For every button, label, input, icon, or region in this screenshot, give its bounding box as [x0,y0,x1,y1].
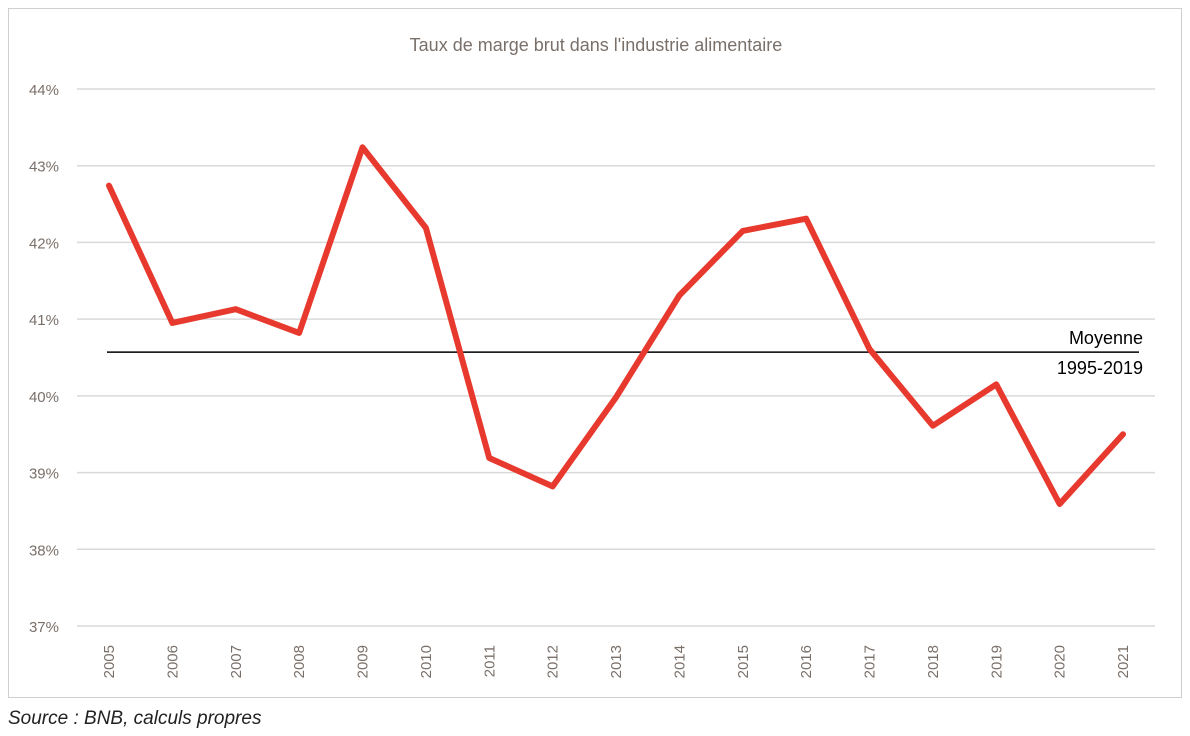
x-tick-label: 2019 [988,645,1005,678]
source-note: Source : BNB, calculs propres [8,708,262,729]
chart-title: Taux de marge brut dans l'industrie alim… [410,35,783,55]
x-tick-label: 2007 [228,645,245,678]
line-chart: Taux de marge brut dans l'industrie alim… [29,35,1155,678]
x-tick-label: 2008 [291,645,308,678]
chart-frame: Taux de marge brut dans l'industrie alim… [8,8,1182,698]
y-tick-label: 37% [29,619,59,636]
y-tick-label: 43% [29,159,59,176]
x-tick-label: 2009 [355,645,372,678]
x-tick-label: 2016 [798,645,815,678]
x-tick-label: 2014 [671,645,688,678]
x-tick-label: 2020 [1052,645,1069,678]
y-tick-label: 41% [29,312,59,329]
x-tick-label: 2012 [545,645,562,678]
x-tick-label: 2011 [481,645,498,677]
x-tick-label: 2010 [418,645,435,678]
x-tick-label: 2018 [925,645,942,678]
y-tick-label: 44% [29,82,59,99]
y-tick-label: 42% [29,235,59,252]
x-tick-label: 2017 [862,645,879,678]
x-tick-label: 2006 [164,645,181,678]
series-line [106,144,1126,508]
x-tick-label: 2015 [735,645,752,678]
x-tick-label: 2013 [608,645,625,678]
y-tick-label: 39% [29,466,59,483]
x-tick-label: 2021 [1115,645,1132,678]
reference-label-line2: 1995-2019 [1057,358,1143,378]
x-tick-label: 2005 [101,645,118,678]
reference-label-line1: Moyenne [1069,328,1143,348]
y-tick-label: 40% [29,389,59,406]
y-tick-label: 38% [29,542,59,559]
